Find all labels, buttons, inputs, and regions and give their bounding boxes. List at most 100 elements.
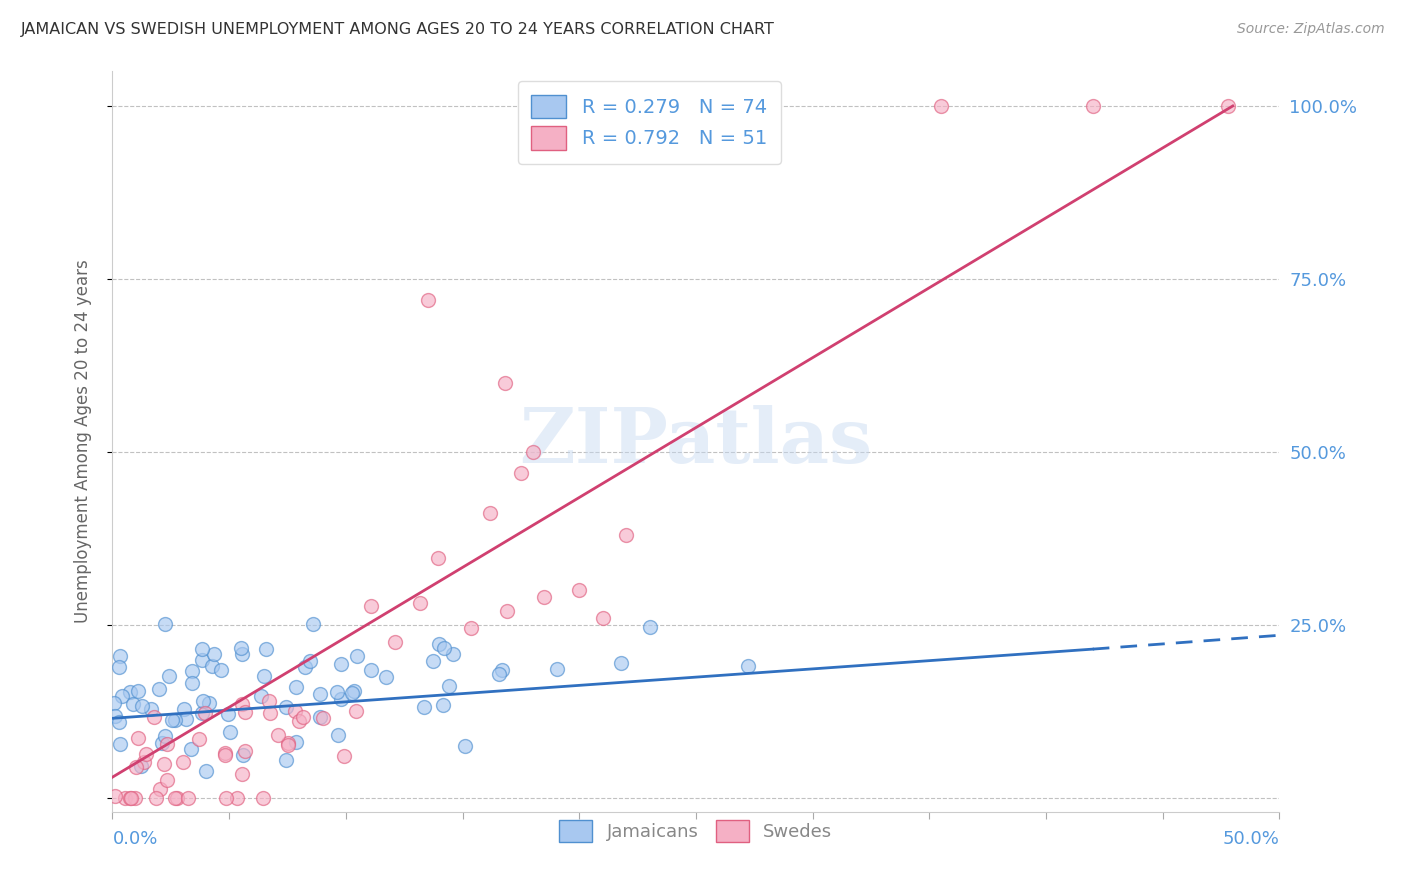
Point — [522, 445, 544, 459]
Point — [160, 714, 183, 728]
Point — [274, 752, 297, 766]
Point — [329, 692, 352, 706]
Point — [427, 551, 450, 566]
Point — [149, 782, 172, 797]
Point — [568, 583, 591, 598]
Point — [172, 755, 194, 769]
Point — [231, 647, 253, 661]
Point — [129, 759, 152, 773]
Point — [194, 706, 217, 720]
Point — [259, 706, 281, 720]
Point — [329, 657, 352, 672]
Point — [488, 667, 510, 681]
Point — [1216, 99, 1239, 113]
Point — [302, 617, 325, 632]
Point — [143, 710, 166, 724]
Point — [120, 685, 142, 699]
Point — [121, 697, 143, 711]
Point — [454, 739, 477, 754]
Point — [250, 689, 273, 703]
Point — [163, 790, 186, 805]
Point — [108, 649, 131, 664]
Point — [217, 706, 239, 721]
Point — [277, 739, 299, 753]
Point — [104, 709, 127, 723]
Point — [491, 663, 513, 677]
Point — [427, 637, 450, 651]
Point — [433, 641, 456, 656]
Point — [312, 711, 335, 725]
Point — [104, 789, 127, 803]
Point — [375, 670, 398, 684]
Text: 0.0%: 0.0% — [112, 830, 157, 848]
Point — [135, 747, 157, 761]
Point — [114, 790, 136, 805]
Point — [432, 698, 454, 712]
Point — [285, 680, 308, 694]
Point — [495, 604, 517, 618]
Point — [120, 790, 142, 805]
Point — [153, 756, 176, 771]
Point — [157, 669, 180, 683]
Point — [111, 689, 134, 703]
Point — [127, 731, 149, 745]
Point — [202, 647, 225, 661]
Point — [254, 641, 277, 656]
Point — [592, 611, 614, 625]
Point — [267, 728, 290, 742]
Point — [226, 790, 249, 805]
Point — [132, 755, 155, 769]
Point — [180, 676, 202, 690]
Point — [214, 746, 236, 760]
Point — [360, 663, 382, 677]
Point — [277, 736, 299, 750]
Point — [479, 506, 502, 520]
Text: Source: ZipAtlas.com: Source: ZipAtlas.com — [1237, 22, 1385, 37]
Point — [229, 641, 252, 656]
Point — [294, 660, 316, 674]
Point — [163, 714, 186, 728]
Point — [124, 790, 146, 805]
Point — [174, 712, 197, 726]
Point — [494, 376, 516, 390]
Point — [110, 738, 132, 752]
Point — [214, 748, 236, 763]
Point — [292, 710, 315, 724]
Point — [232, 747, 254, 762]
Point — [441, 648, 464, 662]
Point — [153, 617, 176, 632]
Point — [155, 729, 177, 743]
Point — [360, 599, 382, 613]
Point — [198, 696, 221, 710]
Point — [340, 686, 363, 700]
Point — [326, 685, 349, 699]
Point — [231, 697, 253, 711]
Point — [638, 619, 661, 633]
Point — [150, 735, 173, 749]
Point — [209, 663, 232, 677]
Point — [120, 790, 142, 805]
Point — [288, 714, 311, 728]
Point — [108, 660, 131, 674]
Point — [173, 702, 195, 716]
Point — [614, 528, 637, 542]
Point — [344, 704, 367, 718]
Point — [127, 684, 149, 698]
Point — [233, 705, 256, 719]
Point — [409, 596, 432, 610]
Text: JAMAICAN VS SWEDISH UNEMPLOYMENT AMONG AGES 20 TO 24 YEARS CORRELATION CHART: JAMAICAN VS SWEDISH UNEMPLOYMENT AMONG A… — [21, 22, 775, 37]
Point — [346, 648, 368, 663]
Point — [148, 681, 170, 696]
Point — [166, 790, 188, 805]
Point — [1081, 99, 1104, 113]
Point — [737, 659, 759, 673]
Point — [284, 704, 307, 718]
Point — [180, 741, 202, 756]
Point — [309, 687, 332, 701]
Point — [233, 744, 256, 758]
Point — [437, 679, 460, 693]
Point — [191, 642, 214, 657]
Point — [139, 701, 162, 715]
Point — [610, 656, 633, 670]
Point — [422, 655, 444, 669]
